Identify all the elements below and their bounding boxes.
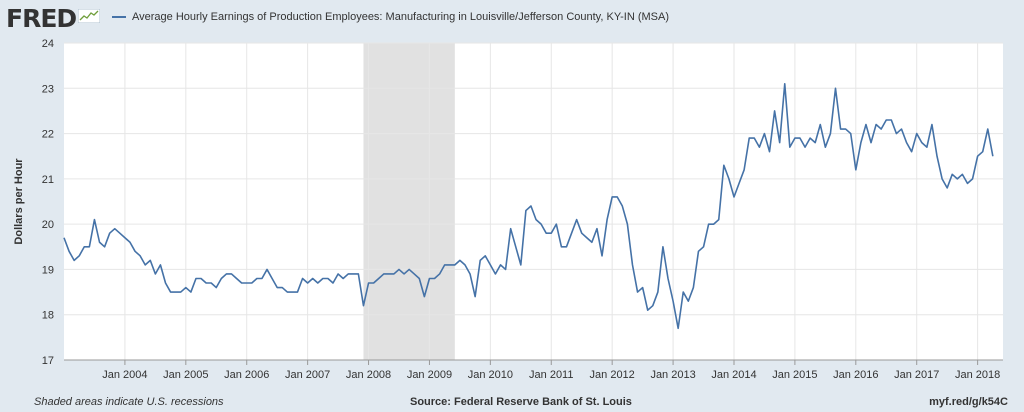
- y-tick-label: 20: [42, 219, 54, 231]
- x-tick-label: Jan 2013: [650, 369, 695, 381]
- recession-band: [363, 43, 455, 360]
- y-tick-label: 17: [42, 355, 54, 367]
- source-note: Source: Federal Reserve Bank of St. Loui…: [410, 396, 632, 408]
- y-tick-label: 23: [42, 83, 54, 95]
- plot-area: [64, 43, 1003, 360]
- x-tick-label: Jan 2015: [772, 369, 817, 381]
- x-tick-label: Jan 2018: [955, 369, 1000, 381]
- x-tick-label: Jan 2017: [894, 369, 939, 381]
- fred-logo[interactable]: FRED: [6, 4, 77, 33]
- x-tick-label: Jan 2006: [224, 369, 269, 381]
- y-tick-label: 24: [42, 38, 54, 50]
- x-tick-label: Jan 2010: [468, 369, 513, 381]
- y-tick-label: 19: [42, 264, 54, 276]
- x-tick-label: Jan 2014: [711, 369, 756, 381]
- recession-note: Shaded areas indicate U.S. recessions: [34, 396, 224, 408]
- fred-graph-icon: [78, 9, 100, 23]
- chart-header: FRED Average Hourly Earnings of Producti…: [0, 0, 1024, 34]
- series-line: [63, 82, 994, 330]
- y-tick-label: 18: [42, 310, 54, 322]
- x-tick-label: Jan 2011: [529, 369, 573, 381]
- legend-label: Average Hourly Earnings of Production Em…: [132, 11, 670, 23]
- y-axis-title: Dollars per Hour: [13, 158, 25, 245]
- short-link[interactable]: myf.red/g/k54C: [929, 396, 1008, 408]
- x-tick-label: Jan 2005: [163, 369, 208, 381]
- chart-legend: Average Hourly Earnings of Production Em…: [112, 11, 669, 23]
- x-tick-label: Jan 2004: [102, 369, 147, 381]
- y-tick-label: 21: [42, 174, 54, 186]
- x-tick-label: Jan 2008: [346, 369, 391, 381]
- x-tick-label: Jan 2007: [285, 369, 330, 381]
- x-tick-label: Jan 2016: [833, 369, 878, 381]
- x-tick-label: Jan 2012: [590, 369, 635, 381]
- y-tick-label: 22: [42, 129, 54, 141]
- x-tick-label: Jan 2009: [407, 369, 452, 381]
- legend-line-swatch: [112, 16, 126, 18]
